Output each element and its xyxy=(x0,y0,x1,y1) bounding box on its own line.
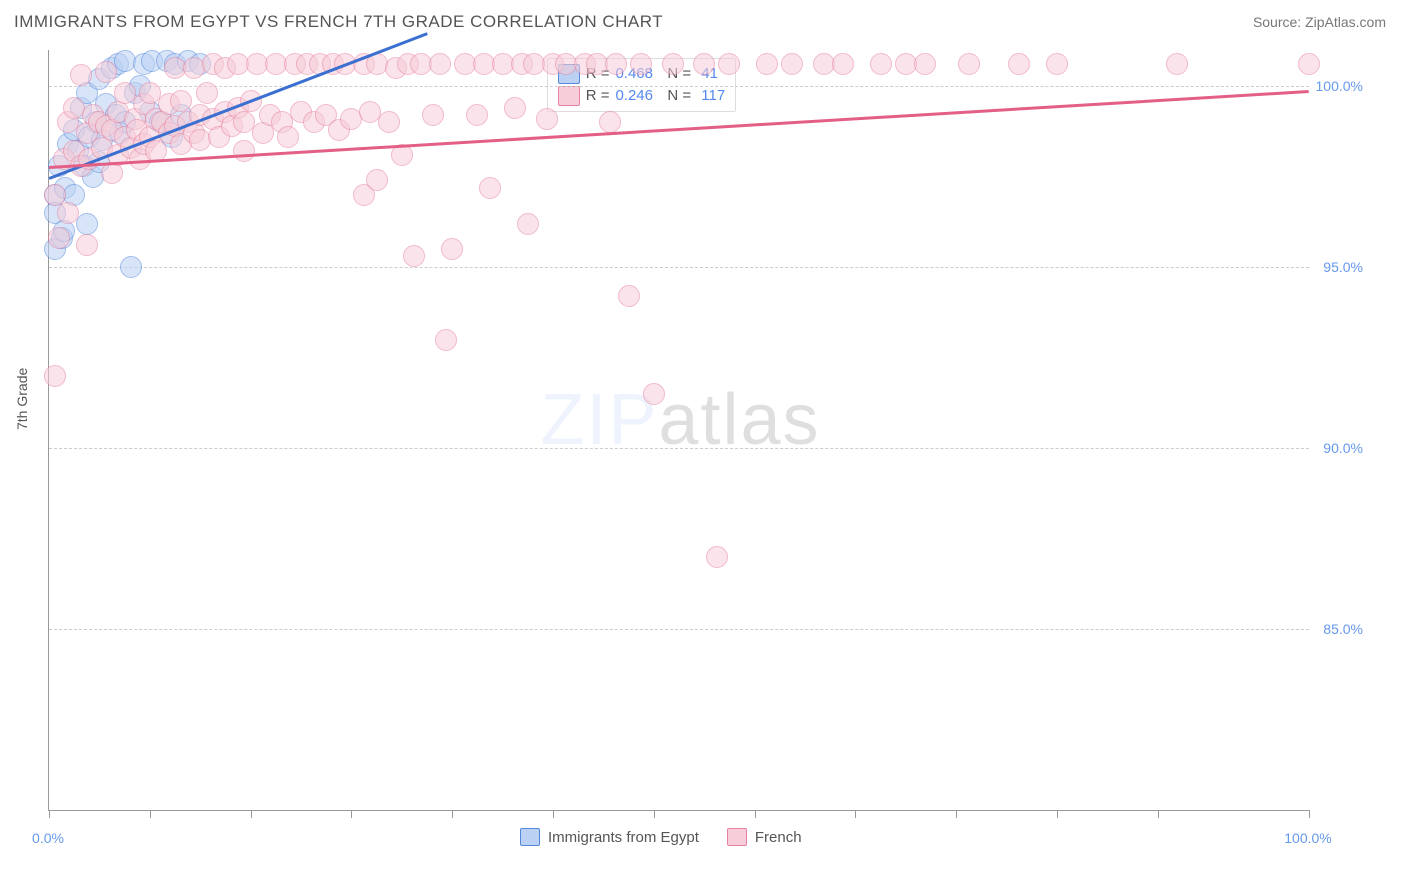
stats-row: R =0.246 N = 117 xyxy=(558,85,726,107)
gridline xyxy=(49,629,1309,630)
x-tick xyxy=(150,810,151,818)
chart-header: IMMIGRANTS FROM EGYPT VS FRENCH 7TH GRAD… xyxy=(0,0,1406,44)
data-point xyxy=(44,365,66,387)
data-point xyxy=(693,53,715,75)
data-point xyxy=(718,53,740,75)
data-point xyxy=(517,213,539,235)
data-point xyxy=(706,546,728,568)
data-point xyxy=(366,169,388,191)
bottom-legend: Immigrants from Egypt French xyxy=(520,828,822,846)
x-tick xyxy=(1309,810,1310,818)
x-tick xyxy=(654,810,655,818)
data-point xyxy=(403,245,425,267)
data-point xyxy=(1298,53,1320,75)
data-point xyxy=(435,329,457,351)
x-tick xyxy=(251,810,252,818)
data-point xyxy=(233,140,255,162)
data-point xyxy=(536,108,558,130)
x-tick xyxy=(351,810,352,818)
data-point xyxy=(781,53,803,75)
data-point xyxy=(466,104,488,126)
data-point xyxy=(441,238,463,260)
y-tick-label: 95.0% xyxy=(1303,259,1363,275)
data-point xyxy=(422,104,444,126)
data-point xyxy=(914,53,936,75)
data-point xyxy=(48,227,70,249)
data-point xyxy=(599,111,621,133)
data-point xyxy=(57,202,79,224)
data-point xyxy=(618,285,640,307)
data-point xyxy=(70,64,92,86)
x-tick-label: 0.0% xyxy=(32,830,64,846)
legend-label: French xyxy=(755,829,802,846)
data-point xyxy=(1046,53,1068,75)
data-point xyxy=(95,61,117,83)
source-label: Source: ZipAtlas.com xyxy=(1253,14,1386,30)
x-tick xyxy=(1057,810,1058,818)
data-point xyxy=(662,53,684,75)
plot-area: ZIPatlas R =0.468 N = 41R =0.246 N = 117… xyxy=(48,50,1309,811)
data-point xyxy=(277,126,299,148)
legend-label: Immigrants from Egypt xyxy=(548,829,699,846)
data-point xyxy=(643,383,665,405)
gridline xyxy=(49,448,1309,449)
x-tick xyxy=(855,810,856,818)
x-tick xyxy=(452,810,453,818)
data-point xyxy=(504,97,526,119)
data-point xyxy=(479,177,501,199)
data-point xyxy=(76,234,98,256)
y-tick-label: 85.0% xyxy=(1303,621,1363,637)
x-tick xyxy=(1158,810,1159,818)
data-point xyxy=(1008,53,1030,75)
x-tick-label: 100.0% xyxy=(1284,830,1331,846)
y-tick-label: 90.0% xyxy=(1303,440,1363,456)
legend-swatch xyxy=(558,86,580,106)
x-tick xyxy=(755,810,756,818)
x-tick xyxy=(49,810,50,818)
data-point xyxy=(756,53,778,75)
y-axis-label: 7th Grade xyxy=(14,368,30,430)
data-point xyxy=(170,90,192,112)
chart-title: IMMIGRANTS FROM EGYPT VS FRENCH 7TH GRAD… xyxy=(14,12,663,32)
x-tick xyxy=(553,810,554,818)
data-point xyxy=(429,53,451,75)
data-point xyxy=(630,53,652,75)
data-point xyxy=(958,53,980,75)
gridline xyxy=(49,86,1309,87)
data-point xyxy=(870,53,892,75)
data-point xyxy=(76,213,98,235)
data-point xyxy=(378,111,400,133)
y-tick-label: 100.0% xyxy=(1303,78,1363,94)
data-point xyxy=(1166,53,1188,75)
gridline xyxy=(49,267,1309,268)
x-tick xyxy=(956,810,957,818)
legend-swatch xyxy=(727,828,747,846)
data-point xyxy=(120,256,142,278)
legend-swatch xyxy=(520,828,540,846)
plot-wrap: ZIPatlas R =0.468 N = 41R =0.246 N = 117… xyxy=(48,50,1358,810)
data-point xyxy=(832,53,854,75)
data-point xyxy=(605,53,627,75)
data-point xyxy=(196,82,218,104)
